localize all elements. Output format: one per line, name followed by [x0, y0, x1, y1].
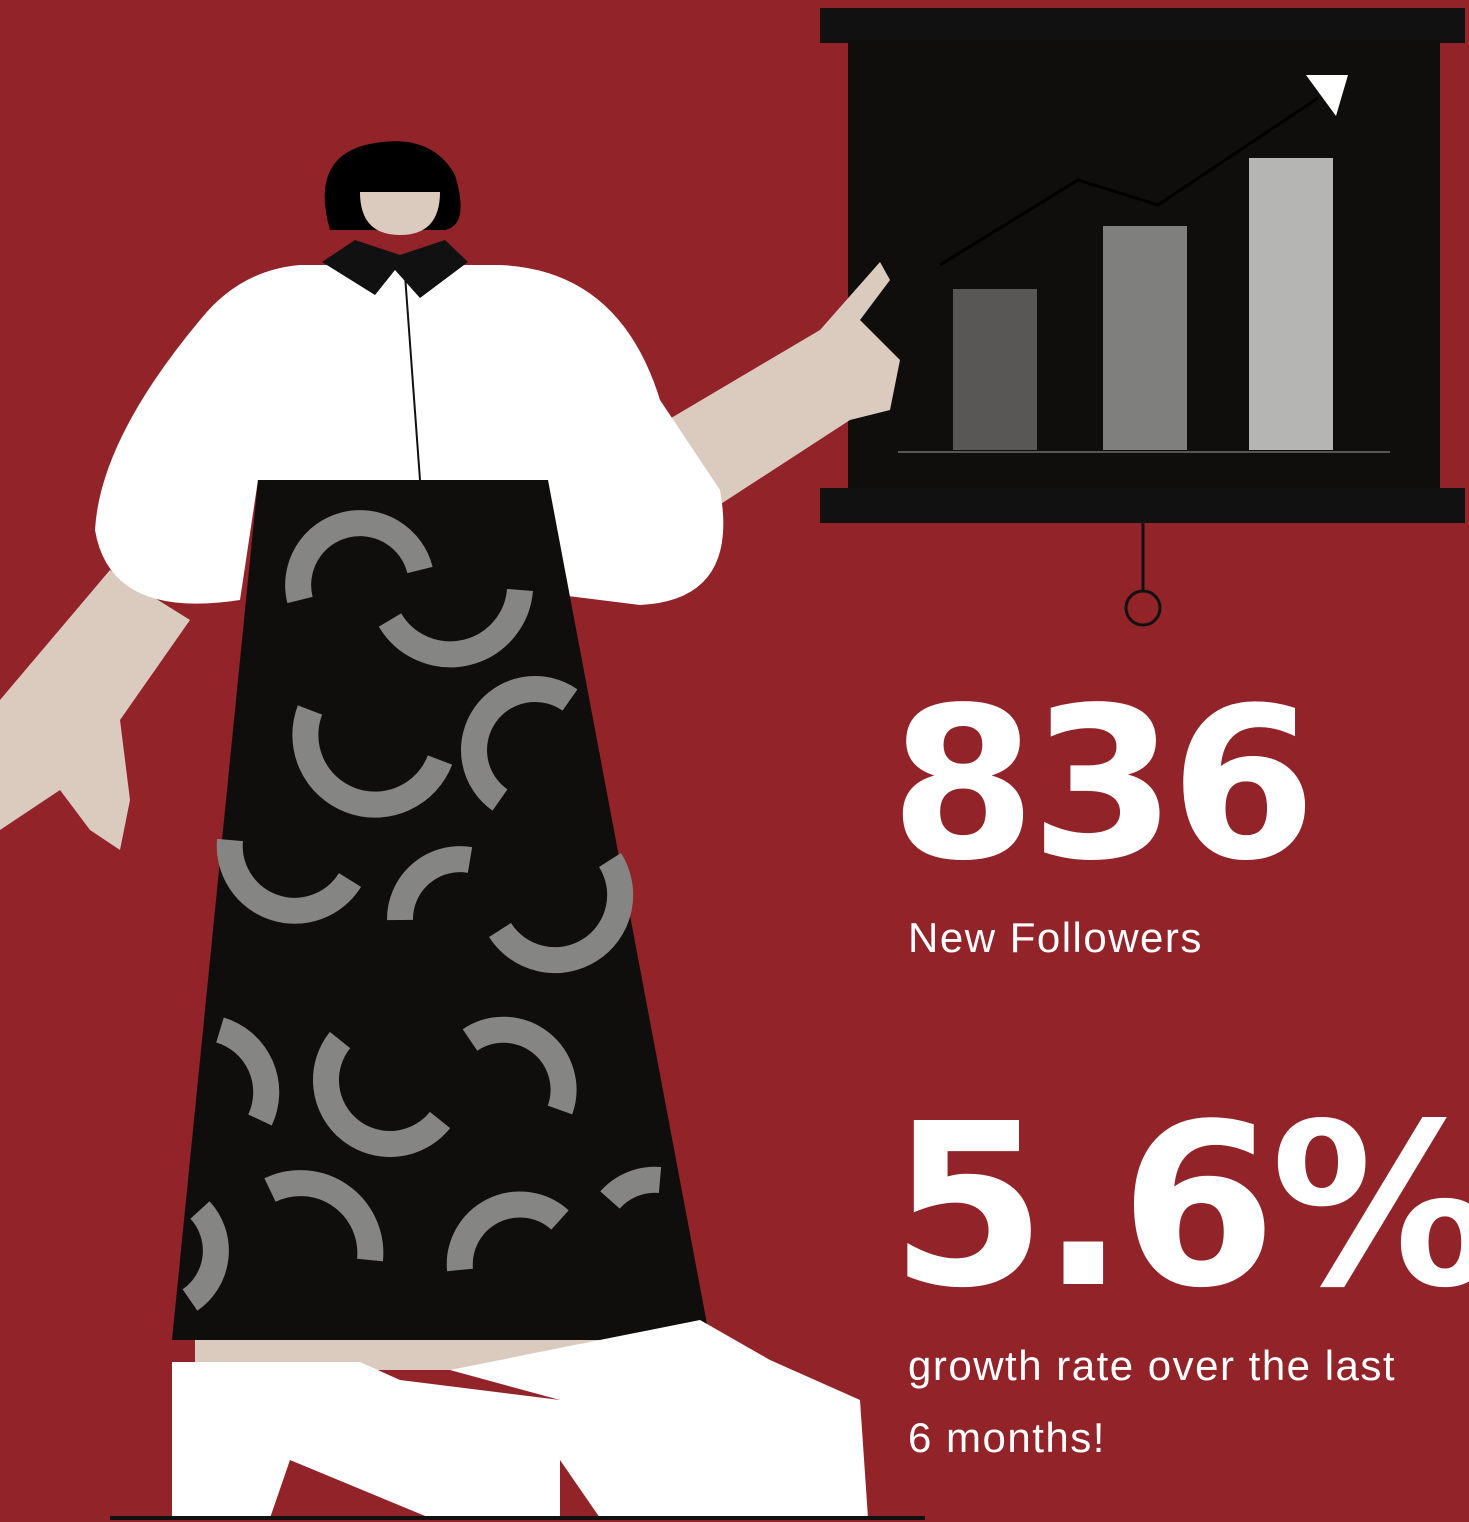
- board-bar: [1103, 226, 1187, 450]
- board-bottom: [820, 488, 1465, 523]
- skirt: [172, 480, 710, 1340]
- face: [360, 192, 440, 235]
- skirt-pattern: [182, 510, 662, 1311]
- shirt-line: [404, 274, 421, 481]
- board-bar: [1249, 158, 1333, 450]
- cord-ring: [1124, 589, 1162, 627]
- shoe: [172, 1362, 560, 1518]
- stat-value: 836: [890, 662, 1316, 907]
- board-top: [820, 8, 1465, 43]
- board-arrow: [1306, 75, 1348, 116]
- shoe: [450, 1320, 868, 1518]
- stat-label: New Followers: [908, 914, 1203, 961]
- stat-label: growth rate over the last 6 months!: [908, 1342, 1397, 1461]
- board-trend: [939, 96, 1319, 267]
- left-arm: [0, 570, 190, 850]
- collar: [322, 240, 468, 298]
- board-bar: [953, 289, 1037, 450]
- shirt: [95, 265, 724, 605]
- stat-value: 5.6%: [890, 1076, 1469, 1338]
